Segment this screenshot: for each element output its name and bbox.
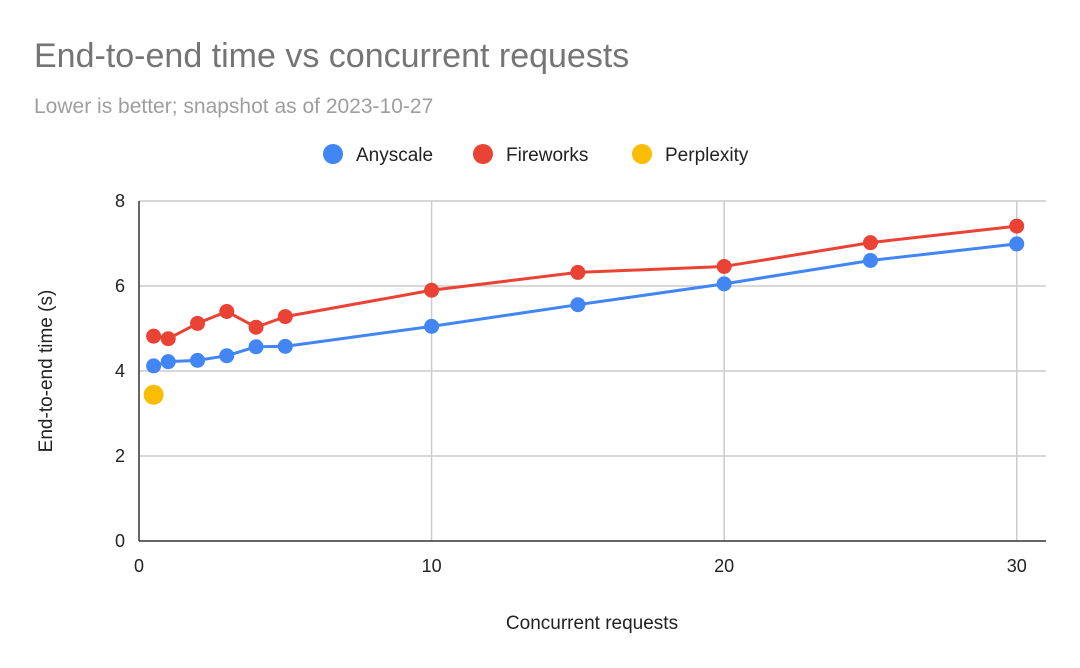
x-tick-label: 30	[1007, 556, 1027, 576]
y-axis-label: End-to-end time (s)	[36, 290, 57, 453]
data-point-fireworks	[248, 319, 264, 335]
y-tick-label: 4	[115, 361, 125, 381]
series-layer	[143, 218, 1025, 405]
legend-label-perplexity: Perplexity	[665, 145, 749, 166]
legend-label-anyscale: Anyscale	[356, 145, 433, 166]
data-point-fireworks	[190, 315, 206, 331]
data-point-fireworks	[1009, 218, 1025, 234]
data-point-anyscale	[277, 338, 293, 354]
data-point-anyscale	[219, 348, 235, 364]
data-point-fireworks	[146, 328, 162, 344]
data-point-fireworks	[160, 331, 176, 347]
x-tick-label: 10	[422, 556, 442, 576]
legend-marker-fireworks	[473, 144, 493, 164]
data-point-anyscale	[862, 253, 878, 268]
data-point-anyscale	[190, 352, 206, 368]
data-point-perplexity	[143, 384, 164, 405]
legend-marker-perplexity	[632, 144, 652, 164]
data-point-fireworks	[570, 264, 586, 280]
data-point-anyscale	[570, 297, 586, 313]
legend-label-fireworks: Fireworks	[506, 145, 588, 166]
x-tick-label: 0	[134, 556, 144, 576]
y-tick-label: 2	[115, 446, 125, 466]
y-tick-label: 6	[115, 276, 125, 296]
x-axis-label: Concurrent requests	[506, 613, 678, 634]
x-tick-label: 20	[714, 556, 734, 576]
data-point-anyscale	[1009, 236, 1025, 252]
y-tick-label: 0	[115, 531, 125, 551]
data-point-fireworks	[219, 304, 235, 319]
data-point-anyscale	[424, 318, 440, 334]
data-point-fireworks	[862, 235, 878, 251]
data-point-anyscale	[716, 276, 732, 292]
data-point-anyscale	[160, 354, 176, 370]
y-tick-label: 8	[115, 191, 125, 211]
chart-subtitle: Lower is better; snapshot as of 2023-10-…	[34, 95, 433, 118]
gridlines	[139, 200, 1046, 541]
data-point-fireworks	[277, 309, 293, 325]
chart-title: End-to-end time vs concurrent requests	[34, 37, 629, 75]
legend-marker-anyscale	[323, 144, 343, 164]
data-point-fireworks	[716, 258, 732, 274]
data-point-anyscale	[146, 358, 162, 374]
data-point-anyscale	[248, 339, 264, 355]
axes: 0 2 4 6 8 0 10 20 30	[115, 191, 1046, 576]
legend: Anyscale Fireworks Perplexity	[323, 144, 749, 166]
data-point-fireworks	[424, 282, 440, 298]
